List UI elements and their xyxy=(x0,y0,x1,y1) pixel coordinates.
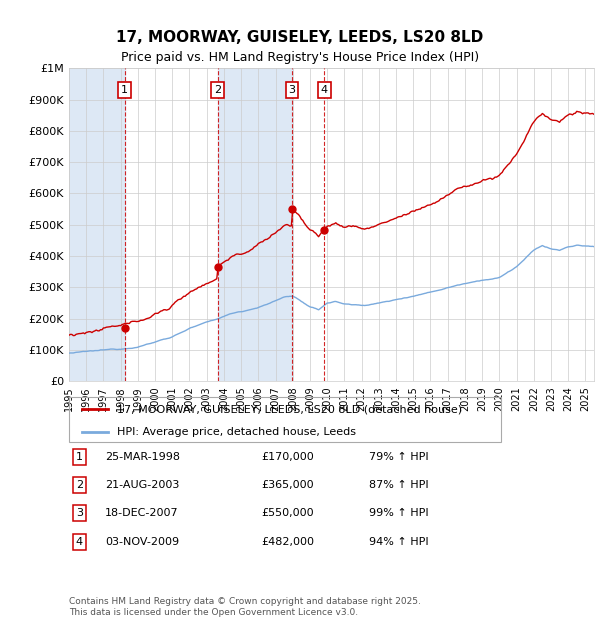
Text: 79% ↑ HPI: 79% ↑ HPI xyxy=(369,452,428,462)
Text: 4: 4 xyxy=(76,537,83,547)
Text: 99% ↑ HPI: 99% ↑ HPI xyxy=(369,508,428,518)
Text: Contains HM Land Registry data © Crown copyright and database right 2025.
This d: Contains HM Land Registry data © Crown c… xyxy=(69,598,421,617)
Text: 17, MOORWAY, GUISELEY, LEEDS, LS20 8LD: 17, MOORWAY, GUISELEY, LEEDS, LS20 8LD xyxy=(116,30,484,45)
Text: 25-MAR-1998: 25-MAR-1998 xyxy=(105,452,180,462)
Text: 2: 2 xyxy=(76,480,83,490)
Text: 2: 2 xyxy=(214,85,221,95)
Text: 94% ↑ HPI: 94% ↑ HPI xyxy=(369,537,428,547)
Text: HPI: Average price, detached house, Leeds: HPI: Average price, detached house, Leed… xyxy=(116,427,356,437)
Text: 17, MOORWAY, GUISELEY, LEEDS, LS20 8LD (detached house): 17, MOORWAY, GUISELEY, LEEDS, LS20 8LD (… xyxy=(116,404,461,415)
Text: 87% ↑ HPI: 87% ↑ HPI xyxy=(369,480,428,490)
Text: Price paid vs. HM Land Registry's House Price Index (HPI): Price paid vs. HM Land Registry's House … xyxy=(121,51,479,63)
Text: 1: 1 xyxy=(121,85,128,95)
Text: £482,000: £482,000 xyxy=(261,537,314,547)
Bar xyxy=(218,68,292,381)
Text: 21-AUG-2003: 21-AUG-2003 xyxy=(105,480,179,490)
Text: 4: 4 xyxy=(321,85,328,95)
Text: 3: 3 xyxy=(76,508,83,518)
Text: 18-DEC-2007: 18-DEC-2007 xyxy=(105,508,179,518)
Text: 1: 1 xyxy=(76,452,83,462)
Text: £550,000: £550,000 xyxy=(261,508,314,518)
Text: £170,000: £170,000 xyxy=(261,452,314,462)
Text: 03-NOV-2009: 03-NOV-2009 xyxy=(105,537,179,547)
Bar xyxy=(69,68,125,381)
Text: 3: 3 xyxy=(289,85,296,95)
Text: £365,000: £365,000 xyxy=(261,480,314,490)
